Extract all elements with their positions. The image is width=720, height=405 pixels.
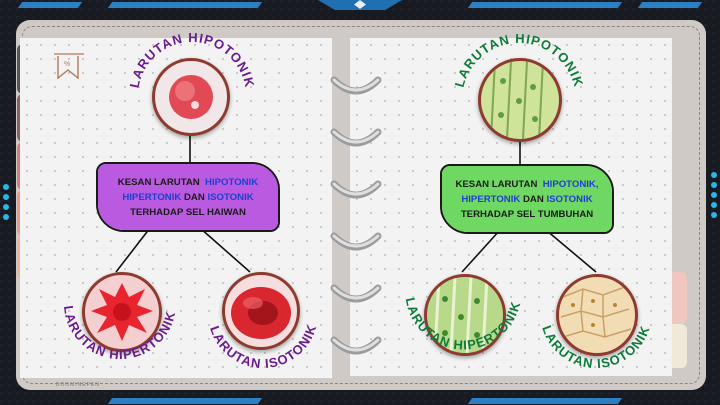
- right-box-prefix: KESAN LARUTAN: [455, 178, 538, 190]
- left-box-hipertonik: HIPERTONIK: [122, 191, 182, 203]
- left-box-prefix: KESAN LARUTAN: [117, 176, 200, 188]
- animal-cell-hypotonic-image: [152, 58, 230, 136]
- right-box-line3: TERHADAP SEL TUMBUHAN: [460, 208, 594, 220]
- left-box-line1: KESAN LARUTAN HIPOTONIK: [118, 175, 258, 190]
- bookmark-icon: %: [54, 53, 84, 80]
- left-bottom-right-label: LARUTAN ISOTONIK: [207, 322, 319, 371]
- animal-cell-isotonic-image: [222, 272, 300, 350]
- left-box-bg: [98, 164, 278, 230]
- plant-cell-isotonic-image: [556, 274, 638, 356]
- right-side-dots: [711, 172, 717, 222]
- binder-rings: [330, 76, 382, 355]
- right-bottom-right-label: LARUTAN ISOTONIK: [539, 323, 653, 371]
- plant-cell-hypotonic-image: [478, 58, 562, 142]
- right-bottom-left-label: LARUTAN HIPERTONIK: [403, 296, 524, 352]
- top-decoration: [0, 0, 720, 12]
- right-box-dan: DAN: [523, 193, 544, 205]
- left-box-isotonik: ISOTONIK: [207, 191, 254, 203]
- plant-cell-hypertonic-image: [424, 274, 506, 356]
- left-top-label: LARUTAN HIPOTONIK: [127, 30, 258, 89]
- right-top-label: LARUTAN HIPOTONIK: [452, 31, 587, 89]
- animal-cell-effects-box: KESAN LARUTAN HIPOTONIK HIPERTONIK DAN I…: [96, 162, 280, 232]
- svg-text:%: %: [64, 61, 70, 68]
- right-box-hipertonik: HIPERTONIK: [461, 193, 521, 205]
- right-box-bg: [442, 166, 612, 232]
- right-box-isotonik: ISOTONIK: [546, 193, 593, 205]
- right-tab[interactable]: [669, 272, 687, 324]
- plant-cell-effects-box: KESAN LARUTAN HIPOTONIK, HIPERTONIK DAN …: [440, 164, 614, 234]
- right-box-hipotonik: HIPOTONIK,: [542, 178, 599, 190]
- left-box-line3: TERHADAP SEL HAIWAN: [130, 206, 246, 218]
- left-box-hipotonik: HIPOTONIK: [205, 176, 259, 188]
- right-tab-2[interactable]: [669, 324, 687, 368]
- left-box-dan: DAN: [184, 191, 205, 203]
- right-box-line2: HIPERTONIK DAN ISOTONIK: [461, 192, 592, 207]
- left-bottom-left-label: LARUTAN HIPERTONIK: [61, 305, 179, 363]
- left-box-line2: HIPERTONIK DAN ISOTONIK: [122, 190, 253, 205]
- animal-cell-hypertonic-image: [82, 272, 162, 352]
- footer-brand: BOOMINEPEN: [56, 382, 100, 388]
- left-side-dots: [3, 184, 9, 224]
- right-box-line1: KESAN LARUTAN HIPOTONIK,: [455, 177, 598, 192]
